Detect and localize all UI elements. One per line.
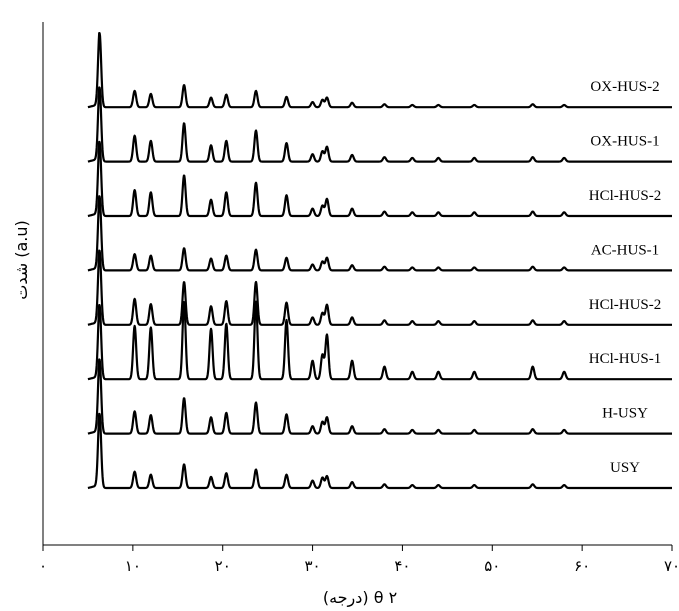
series-line-hcl-hus-2 xyxy=(87,249,673,326)
axes xyxy=(42,22,672,546)
x-tick-label: ۱۰ xyxy=(125,557,141,575)
x-tick-label: ۵۰ xyxy=(484,557,500,575)
series-label: H-USY xyxy=(602,406,648,422)
series-label: AC-HUS-1 xyxy=(591,242,659,258)
y-axis-label: شدت (a.u) xyxy=(12,220,31,299)
x-tick-label: ۲۰ xyxy=(215,557,231,575)
x-tick-label: ۶۰ xyxy=(574,557,590,575)
x-tick-label: ۷۰ xyxy=(664,557,679,575)
x-tick-label: ۰ xyxy=(39,557,47,575)
series-label: OX-HUS-2 xyxy=(590,79,659,95)
x-ticks: ۰ ۱۰ ۲۰ ۳۰ ۴۰ ۵۰ ۶۰ ۷۰ xyxy=(39,545,679,575)
series-line-ac-hus-1 xyxy=(87,195,673,272)
series-line-ox-hus-1 xyxy=(87,86,673,163)
series-group: USY H-USY HCl-HUS-1 HCl-HUS-2 AC-HUS-1 HCl-HU… xyxy=(87,31,673,490)
series-label: HCl-HUS-2 xyxy=(589,297,662,313)
x-tick-label: ۳۰ xyxy=(305,557,321,575)
series-label: HCl-HUS-2 xyxy=(589,188,662,204)
x-axis-label: (درجه) θ ۲ xyxy=(323,588,397,608)
series-line-hcl-hus-1 xyxy=(87,300,673,381)
series-line-h-usy xyxy=(87,358,673,435)
series-line-ox-hus-2 xyxy=(87,31,673,109)
series-label: HCl-HUS-1 xyxy=(589,351,662,367)
series-label: OX-HUS-1 xyxy=(590,134,659,150)
series-line-usy xyxy=(87,412,673,490)
series-label: USY xyxy=(610,460,640,476)
series-line-hcl-hus-2 xyxy=(87,140,673,218)
x-tick-label: ۴۰ xyxy=(394,557,410,575)
